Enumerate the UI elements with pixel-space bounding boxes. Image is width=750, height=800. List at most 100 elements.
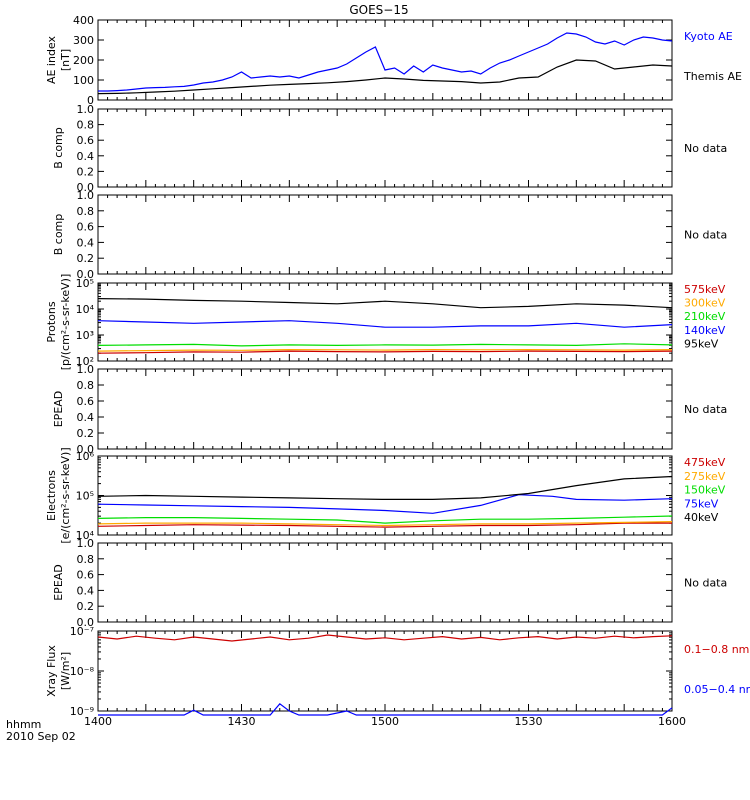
series-line-575keV <box>97 350 673 354</box>
legend-0.05−0.4 nm: 0.05−0.4 nm <box>684 683 750 696</box>
y-tick-label: 0.6 <box>77 134 95 147</box>
panel-5: 0.0 0.2 0.4 0.6 0.8 1.0 EPEAD No data <box>52 363 727 456</box>
series-line-150keV <box>97 515 673 524</box>
y-axis-label: EPEAD <box>52 391 65 428</box>
legend-Themis AE: Themis AE <box>683 70 742 83</box>
series-line-75keV <box>97 494 673 514</box>
y-tick-label: 0.6 <box>77 569 95 582</box>
y-tick-label: 0.2 <box>77 427 95 440</box>
legend-140keV: 140keV <box>684 324 726 337</box>
y-tick-label: 1.0 <box>77 537 95 550</box>
series-line-140keV <box>97 320 673 328</box>
chart-title: GOES−15 <box>349 3 408 17</box>
y-tick-label: 10⁻⁹ <box>70 705 94 718</box>
y-axis-label: Protons <box>45 301 58 342</box>
y-tick-label: 10⁻⁸ <box>70 665 95 678</box>
y-tick-label: 0.4 <box>77 150 95 163</box>
y-tick-label: 300 <box>73 34 94 47</box>
y-tick-label: 200 <box>73 54 94 67</box>
legend-150keV: 150keV <box>684 484 726 497</box>
y-axis-label: [W/m²] <box>59 652 72 690</box>
y-tick-label: 0.0 <box>77 616 95 629</box>
y-axis-label: [e/(cm²-s-sr-keV)] <box>59 447 72 543</box>
y-axis-label: [nT] <box>59 49 72 71</box>
y-tick-label: 400 <box>73 14 94 27</box>
panel-frame <box>97 630 673 712</box>
y-tick-label: 10⁴ <box>76 303 95 316</box>
legend-0.1−0.8 nm: 0.1−0.8 nm <box>684 643 749 656</box>
legend-275keV: 275keV <box>684 470 726 483</box>
no-data-label: No data <box>684 577 727 590</box>
y-tick-label: 1.0 <box>77 189 95 202</box>
y-tick-label: 0.8 <box>77 119 95 132</box>
y-axis-label: Xray Flux <box>45 645 58 697</box>
y-tick-label: 10⁶ <box>76 450 95 463</box>
y-tick-label: 10³ <box>76 329 94 342</box>
series-line-0.1−0.8 nm <box>97 634 673 642</box>
y-axis-label: B comp <box>52 214 65 256</box>
y-tick-label: 1.0 <box>77 103 95 116</box>
x-tick-label: 1500 <box>371 715 399 728</box>
y-tick-label: 0.8 <box>77 553 95 566</box>
no-data-label: No data <box>684 229 727 242</box>
panel-2: 0.0 0.2 0.4 0.6 0.8 1.0 B comp No data <box>52 103 727 194</box>
panel-frame <box>97 542 673 623</box>
x-tick-label: 1600 <box>658 715 686 728</box>
series-line-300keV <box>97 348 673 352</box>
series-line-210keV <box>97 343 673 347</box>
y-tick-label: 0.0 <box>77 443 95 456</box>
series-line-Themis AE <box>97 59 673 95</box>
legend-40keV: 40keV <box>684 511 719 524</box>
x-tick-label: 1400 <box>84 715 112 728</box>
y-tick-label: 1.0 <box>77 363 95 376</box>
y-tick-label: 0.4 <box>77 411 95 424</box>
x-tick-label: 1530 <box>515 715 543 728</box>
panel-1: 0 100 200 300 400 AE index [nT] Kyoto AE Themis … <box>45 14 742 107</box>
y-tick-label: 0.4 <box>77 584 95 597</box>
y-tick-label: 0.0 <box>77 181 95 194</box>
series-line-Kyoto AE <box>98 32 673 92</box>
y-tick-label: 0.8 <box>77 205 95 218</box>
y-tick-label: 10⁻⁷ <box>70 625 94 638</box>
panel-8: 10⁻⁹ 10⁻⁸ 10⁻⁷ Xray Flux [W/m²] 0.1−0.8 nm 0.0… <box>45 625 750 718</box>
series-line-95keV <box>97 298 673 309</box>
y-tick-label: 10⁵ <box>76 277 94 290</box>
y-axis-label: Electrons <box>45 470 58 521</box>
y-axis-label: [p/(cm²-s-sr-keV)] <box>59 274 72 371</box>
y-tick-label: 0.2 <box>77 252 95 265</box>
y-tick-label: 10⁴ <box>76 529 95 542</box>
y-tick-label: 0.2 <box>77 600 95 613</box>
x-axis-date-label: 2010 Sep 02 <box>6 730 76 743</box>
y-tick-label: 0.6 <box>77 221 95 234</box>
y-axis-label: B comp <box>52 127 65 169</box>
panel-frame <box>97 368 673 450</box>
no-data-label: No data <box>684 403 727 416</box>
panel-7: 0.0 0.2 0.4 0.6 0.8 1.0 EPEAD No data <box>52 537 727 629</box>
legend-575keV: 575keV <box>684 283 726 296</box>
no-data-label: No data <box>684 142 727 155</box>
y-tick-label: 0.6 <box>77 395 95 408</box>
series-line-0.05−0.4 nm <box>98 702 673 716</box>
y-tick-label: 0.8 <box>77 379 95 392</box>
y-tick-label: 100 <box>73 74 94 87</box>
panel-frame <box>97 194 673 275</box>
y-tick-label: 10⁵ <box>76 490 94 503</box>
legend-95keV: 95keV <box>684 337 719 350</box>
y-tick-label: 0.4 <box>77 236 95 249</box>
legend-300keV: 300keV <box>684 297 726 310</box>
y-tick-label: 10² <box>76 355 94 368</box>
legend-Kyoto AE: Kyoto AE <box>684 30 733 43</box>
legend-75keV: 75keV <box>684 497 719 510</box>
panels: 0 100 200 300 400 AE index [nT] Kyoto AE Themis … <box>45 14 750 728</box>
series-line-275keV <box>97 521 673 527</box>
series-line-40keV <box>97 475 673 500</box>
legend-475keV: 475keV <box>684 456 726 469</box>
y-tick-label: 0.0 <box>77 268 95 281</box>
x-tick-label: 1430 <box>228 715 256 728</box>
series-line-475keV <box>97 522 672 528</box>
panel-4: 10² 10³ 10⁴ 10⁵ Protons [p/(cm²-s-sr-keV)] 575… <box>45 274 726 371</box>
y-axis-label: EPEAD <box>52 564 65 601</box>
x-axis-unit-label: hhmm <box>6 718 41 731</box>
y-tick-label: 0.2 <box>77 165 95 178</box>
